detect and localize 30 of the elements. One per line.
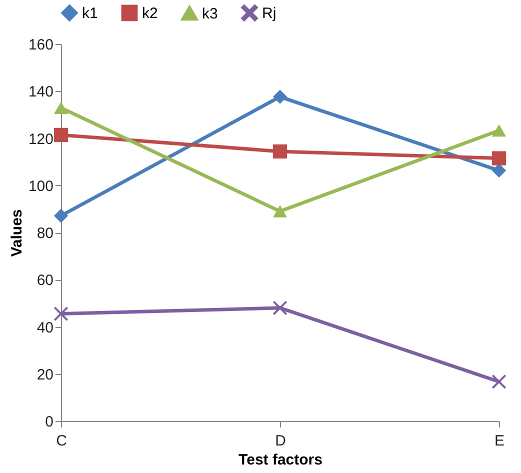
x-axis-title: Test factors (238, 452, 322, 468)
legend-label: Rj (262, 4, 276, 22)
y-tick-label: 0 (45, 414, 54, 430)
point (492, 151, 506, 166)
point (54, 102, 68, 114)
point (54, 306, 68, 321)
y-tick-label: 20 (36, 366, 54, 384)
y-axis-title: Values (8, 209, 26, 257)
x-tick-label: C (56, 432, 68, 450)
point (272, 144, 288, 159)
y-tick-label: 120 (28, 130, 54, 148)
legend-label: k1 (82, 4, 98, 22)
y-tick-label: 100 (28, 178, 54, 195)
point (492, 374, 506, 389)
x-tick-label: D (275, 432, 286, 450)
y-tick-label: 140 (28, 84, 54, 101)
x-tick-label: E (494, 432, 505, 450)
point (54, 128, 68, 142)
point (492, 163, 506, 178)
point (272, 205, 288, 218)
legend-label: k3 (202, 5, 218, 22)
y-tick-label: 80 (36, 225, 54, 242)
y-tick-label: 40 (36, 319, 54, 336)
point (54, 208, 68, 223)
point (272, 90, 288, 104)
point (272, 300, 288, 315)
point (492, 124, 506, 137)
y-tick-label: 60 (36, 272, 54, 290)
legend-label: k2 (142, 4, 158, 22)
y-tick-label: 160 (28, 36, 54, 54)
